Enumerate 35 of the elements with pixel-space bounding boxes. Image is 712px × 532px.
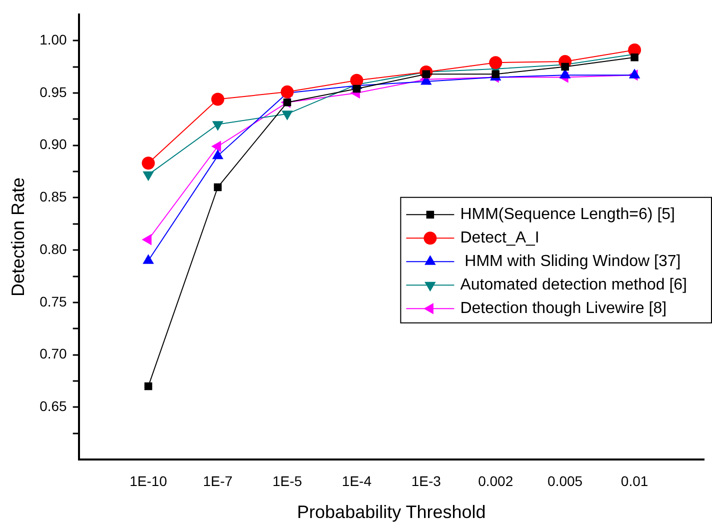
y-tick-label: 0.85 xyxy=(40,188,68,205)
x-tick-label: 0.01 xyxy=(620,472,648,489)
legend-label: HMM with Sliding Window [37] xyxy=(460,253,681,270)
x-tick-label: 1E-4 xyxy=(342,472,372,489)
y-tick-label: 0.75 xyxy=(40,293,68,310)
point xyxy=(142,234,152,246)
x-axis-title: Probabability Threshold xyxy=(297,502,486,522)
point xyxy=(283,98,292,106)
point xyxy=(489,56,502,70)
x-tick-label: 0.002 xyxy=(478,472,514,489)
point xyxy=(144,382,152,390)
y-tick-label: 0.80 xyxy=(40,240,68,257)
y-axis-title: Detection Rate xyxy=(8,177,28,297)
x-tick-label: 1E-7 xyxy=(202,472,233,489)
y-tick-label: 0.90 xyxy=(40,136,68,152)
x-tick-label: 1E-10 xyxy=(130,472,168,489)
point xyxy=(214,183,222,192)
y-tick-label: 0.65 xyxy=(40,398,68,414)
point xyxy=(630,53,638,62)
x-tick-label: 1E-5 xyxy=(272,472,302,489)
legend-label: Detection though Livewire [8] xyxy=(460,300,667,318)
legend-label: Detect_A_I xyxy=(460,230,540,247)
legend-label: HMM(Sequence Length=6) [5] xyxy=(460,206,675,224)
legend-label: Automated detection method [6] xyxy=(460,276,687,294)
y-tick-label: 0.95 xyxy=(40,84,68,100)
y-tick-label: 1.00 xyxy=(40,31,68,48)
point xyxy=(211,92,224,106)
point xyxy=(211,140,222,152)
y-tick-label: 0.70 xyxy=(40,346,68,362)
point xyxy=(352,84,361,93)
x-tick-label: 0.005 xyxy=(548,472,583,489)
point xyxy=(350,74,364,87)
point xyxy=(142,156,155,170)
x-tick-label: 1E-3 xyxy=(411,472,442,489)
point xyxy=(492,70,500,78)
